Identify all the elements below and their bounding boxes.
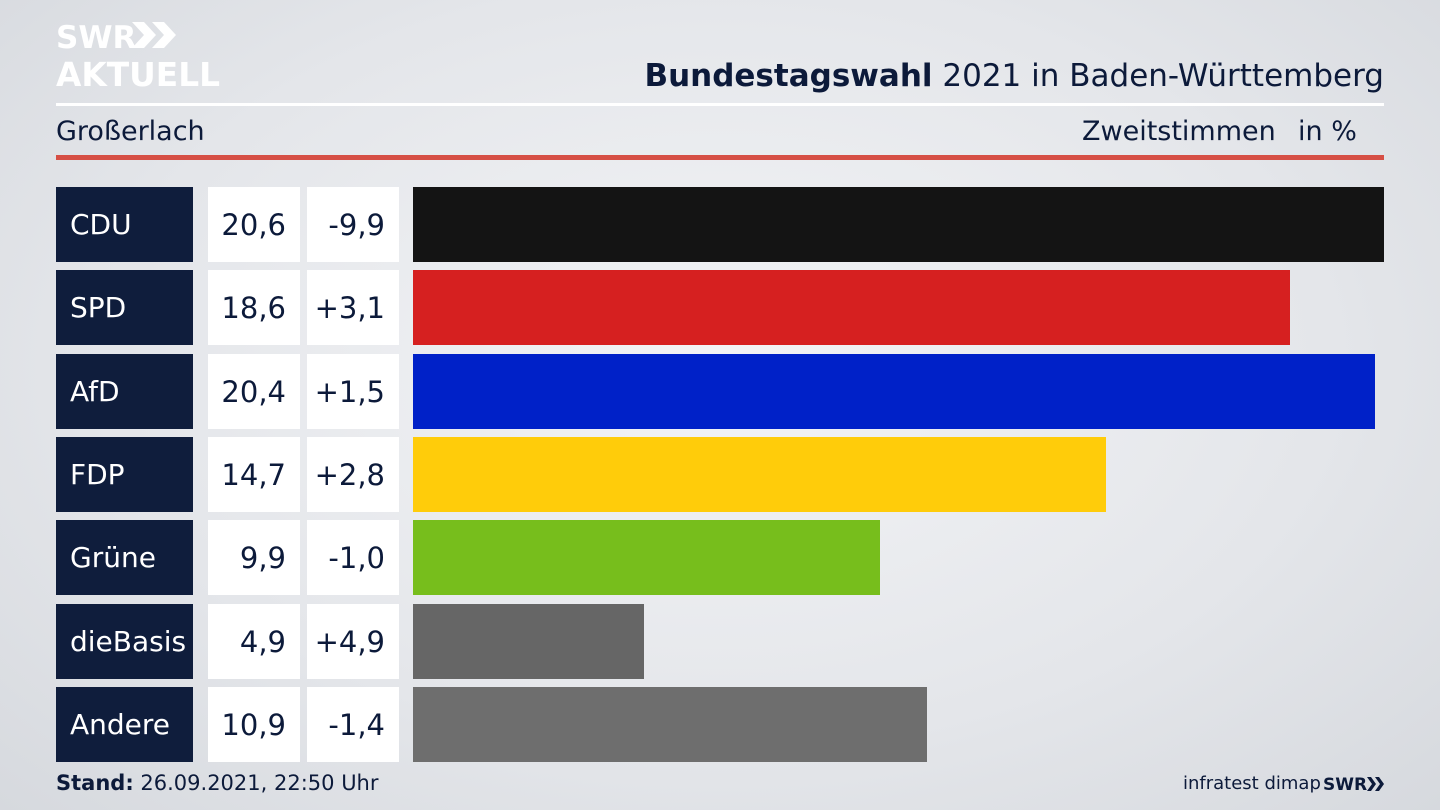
party-row: CDU 20,6 -9,9: [56, 187, 1384, 262]
logo-swr-text: SWR: [56, 20, 137, 56]
vote-share-value: 20,6: [208, 187, 300, 262]
unit-label: in %: [1298, 116, 1357, 147]
timestamp-label: Stand:: [56, 771, 134, 795]
small-logo-chevrons-icon: [1367, 777, 1384, 791]
vote-share-value: 18,6: [208, 270, 300, 345]
vote-share-bar: [413, 687, 927, 762]
vote-share-bar: [413, 437, 1106, 512]
vote-share-value: 20,4: [208, 354, 300, 429]
vote-share-value: 9,9: [208, 520, 300, 595]
party-label: SPD: [56, 270, 193, 345]
party-label: dieBasis: [56, 604, 193, 679]
vote-share-value: 10,9: [208, 687, 300, 762]
header-divider: [56, 103, 1384, 106]
swr-small-logo: SWR: [1323, 775, 1384, 795]
measure-label: Zweitstimmen: [1082, 116, 1276, 147]
vote-change-value: +1,5: [307, 354, 399, 429]
vote-change-value: +2,8: [307, 437, 399, 512]
party-row: FDP 14,7 +2,8: [56, 437, 1384, 512]
source-label: infratest dimap: [1183, 773, 1321, 794]
chart-title: Bundestagswahl 2021 in Baden-Württemberg: [644, 58, 1384, 94]
party-label: Grüne: [56, 520, 193, 595]
party-label: CDU: [56, 187, 193, 262]
party-row: SPD 18,6 +3,1: [56, 270, 1384, 345]
vote-share-value: 14,7: [208, 437, 300, 512]
vote-change-value: -1,4: [307, 687, 399, 762]
vote-share-bar: [413, 520, 880, 595]
logo-aktuell-text: AKTUELL: [56, 55, 220, 92]
small-logo-text: SWR: [1323, 775, 1367, 795]
vote-change-value: +4,9: [307, 604, 399, 679]
swr-aktuell-logo: SWR AKTUELL: [56, 20, 220, 92]
party-label: Andere: [56, 687, 193, 762]
vote-change-value: -9,9: [307, 187, 399, 262]
vote-change-value: -1,0: [307, 520, 399, 595]
title-rest: 2021 in Baden-Württemberg: [942, 58, 1384, 94]
region-name: Großerlach: [56, 116, 205, 147]
vote-share-bar: [413, 354, 1375, 429]
logo-chevrons-icon: [132, 22, 176, 48]
title-bold: Bundestagswahl: [644, 58, 933, 94]
vote-share-bar: [413, 270, 1290, 345]
vote-share-bar: [413, 187, 1384, 262]
timestamp-value: 26.09.2021, 22:50 Uhr: [140, 771, 379, 795]
party-label: FDP: [56, 437, 193, 512]
vote-change-value: +3,1: [307, 270, 399, 345]
vote-share-bar: [413, 604, 644, 679]
timestamp: Stand: 26.09.2021, 22:50 Uhr: [56, 771, 379, 795]
party-row: Grüne 9,9 -1,0: [56, 520, 1384, 595]
party-label: AfD: [56, 354, 193, 429]
accent-divider: [56, 155, 1384, 160]
party-row: Andere 10,9 -1,4: [56, 687, 1384, 762]
vote-share-value: 4,9: [208, 604, 300, 679]
party-row: AfD 20,4 +1,5: [56, 354, 1384, 429]
party-row: dieBasis 4,9 +4,9: [56, 604, 1384, 679]
